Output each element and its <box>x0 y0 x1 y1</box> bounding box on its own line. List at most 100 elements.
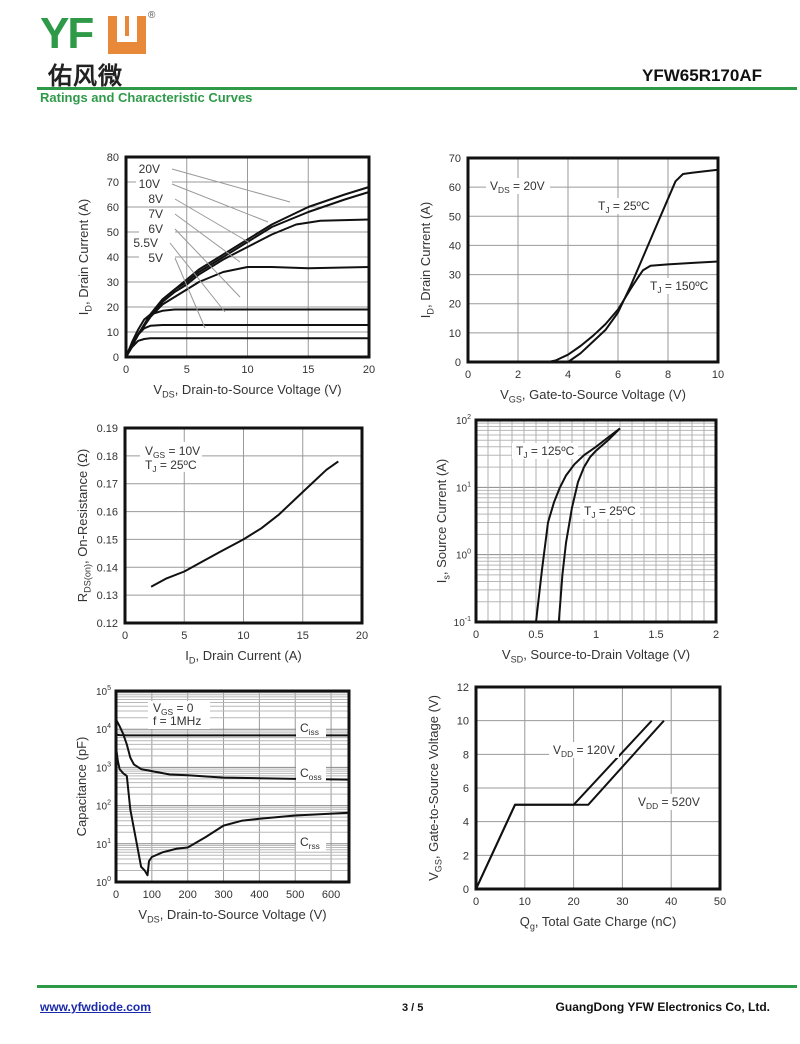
x-tick-label: 0 <box>122 630 128 642</box>
leader-line <box>174 213 241 263</box>
y-tick-label: 105 <box>96 685 111 698</box>
chart-gatecharge: 0 10 20 30 40 50 0 2 4 6 8 10 12 Qg, Total Gate Charg… <box>426 682 726 931</box>
condition-label-main: V <box>490 179 498 193</box>
x-axis-label-sub: SD <box>511 654 524 664</box>
x-tick-label: 2 <box>713 629 719 641</box>
page-number: 3 / 5 <box>402 1002 424 1014</box>
x-axis-label: VDS, Drain-to-Source Voltage (V) <box>153 382 341 399</box>
y-tick-exp: 3 <box>107 761 111 768</box>
condition-vgs-main: V <box>153 701 161 715</box>
y-tick-label: 8 <box>463 749 469 761</box>
x-tick-label: 10 <box>712 369 724 381</box>
registered-mark: ® <box>148 10 156 21</box>
label-bg <box>296 833 326 851</box>
label-vdd-520-sub: DD <box>646 801 658 811</box>
footer-divider <box>37 985 797 988</box>
label-coss-main: C <box>300 766 309 780</box>
y-tick-label: 100 <box>456 549 471 562</box>
y-tick-label: 30 <box>107 277 119 289</box>
label-tj-150-sub: J <box>657 285 661 295</box>
label-vdd-520: VDD = 520V <box>638 795 700 811</box>
y-axis-label: VGS, Gate-to-Source Voltage (V) <box>426 695 443 881</box>
x-axis-label-rest: , Drain Current (A) <box>196 648 302 663</box>
legend-bg <box>136 178 172 191</box>
x-axis-label: VDS, Drain-to-Source Voltage (V) <box>138 907 326 924</box>
chart-rdson: 0 5 10 15 20 0.12 0.13 0.14 0.15 0.16 0.17 0.18 0.19… <box>75 423 368 665</box>
label-coss-sub: oss <box>309 772 322 782</box>
x-tick-label: 8 <box>665 369 671 381</box>
y-axis-label: ID, Drain Current (A) <box>418 202 435 318</box>
x-axis-label-main: V <box>138 907 147 922</box>
label-tj-125-sub: J <box>523 450 527 460</box>
label-vdd-520-rest: = 520V <box>658 795 700 809</box>
header-divider <box>37 87 797 90</box>
label-vdd-520-main: V <box>638 795 646 809</box>
y-tick-base: 10 <box>96 687 108 698</box>
x-axis-label: VSD, Source-to-Drain Voltage (V) <box>502 647 690 664</box>
condition-vgs-main: V <box>145 444 153 458</box>
y-tick-label: 0 <box>455 357 461 369</box>
x-tick-label: 300 <box>214 889 232 901</box>
label-vdd-120-bg <box>549 742 619 758</box>
legend-bg <box>139 208 175 221</box>
y-tick-label: 0.13 <box>97 590 118 602</box>
x-tick-label: 0 <box>473 629 479 641</box>
y-axis-label: Capacitance (pF) <box>74 737 89 837</box>
x-tick-label: 20 <box>356 630 368 642</box>
x-tick-label: 15 <box>297 630 309 642</box>
grid <box>475 686 721 890</box>
plot-frame <box>466 156 720 364</box>
label-tj-125-rest: = 125ºC <box>528 444 575 458</box>
y-axis-label-main: I <box>434 580 449 584</box>
condition-label-rest: = 20V <box>510 179 545 193</box>
y-axis-label: RDS(on), On-Resistance (Ω) <box>75 449 92 602</box>
y-tick-exp: 0 <box>107 876 111 883</box>
series-line-TJ-150-C <box>547 260 719 363</box>
label-tj-125-main: T <box>516 444 524 458</box>
series-line-7V <box>125 266 370 358</box>
x-tick-label: 50 <box>714 896 726 908</box>
y-tick-label: 20 <box>107 302 119 314</box>
x-tick-label: 40 <box>665 896 677 908</box>
leader-line <box>171 183 269 223</box>
label-tj-25-bg <box>580 503 640 519</box>
y-axis-label-sub: GS <box>433 859 443 872</box>
section-title: Ratings and Characteristic Curves <box>40 90 253 105</box>
y-tick-label: 0.15 <box>97 534 118 546</box>
condition-tj-main: T <box>145 458 153 472</box>
y-tick-label: 60 <box>107 202 119 214</box>
y-tick-label: 30 <box>449 270 461 282</box>
y-axis-label-sub: DS(on) <box>82 564 92 593</box>
website-link[interactable]: www.yfwdiode.com <box>40 1000 151 1014</box>
x-axis-label-sub: GS <box>509 394 522 404</box>
y-tick-exp: 2 <box>467 414 471 421</box>
y-tick-label: 101 <box>456 481 471 494</box>
x-tick-label: 100 <box>143 889 161 901</box>
y-tick-exp: 1 <box>107 838 111 845</box>
y-tick-exp: 2 <box>107 800 111 807</box>
y-tick-label: 60 <box>449 182 461 194</box>
condition-vgs-rest: = 10V <box>165 444 200 458</box>
y-axis-label-sub: D <box>425 308 435 315</box>
plot-frame <box>474 418 718 624</box>
condition-vgs: VGS = 10V <box>145 444 200 460</box>
plot-frame <box>123 426 364 625</box>
chart-output: 0 5 10 15 20 0 10 20 30 40 50 60 70 80 VDS, Drain-to-S… <box>76 152 375 399</box>
x-tick-label: 10 <box>237 630 249 642</box>
x-tick-label: 0 <box>465 369 471 381</box>
series-line-Crss <box>115 746 350 877</box>
y-tick-label: 10 <box>457 716 469 728</box>
x-tick-label: 0 <box>113 889 119 901</box>
x-axis-label-rest: , Drain-to-Source Voltage (V) <box>175 382 342 397</box>
y-tick-label: 4 <box>463 817 469 829</box>
y-tick-base: 10 <box>456 483 468 494</box>
x-tick-label: 5 <box>181 630 187 642</box>
legend-bg <box>139 193 175 206</box>
label-vdd-120-sub: DD <box>561 749 573 759</box>
chart-capacitance: 0 100 200 300 400 500 600100101102103104105VDS… <box>74 685 351 924</box>
plot-frame <box>124 155 371 359</box>
y-tick-label: 103 <box>96 761 111 774</box>
leader-line <box>174 198 251 244</box>
y-tick-exp: 5 <box>107 685 111 692</box>
y-tick-label: 20 <box>449 299 461 311</box>
